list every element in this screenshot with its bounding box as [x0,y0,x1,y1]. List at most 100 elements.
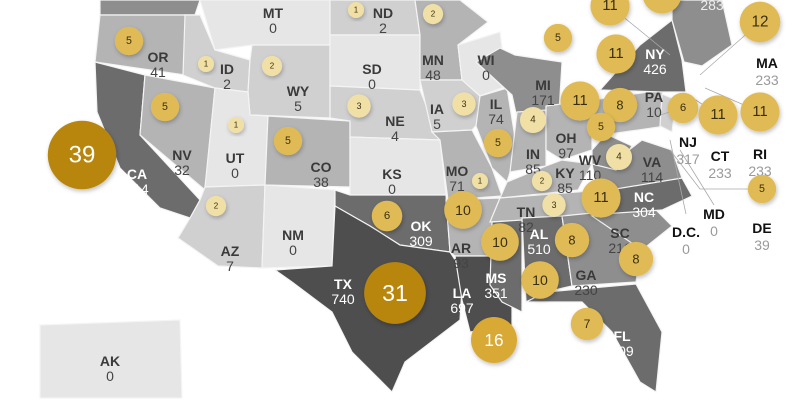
bubble: 11 [560,81,600,121]
state-abbr: UT [226,150,245,166]
bubble-value: 3 [462,99,467,109]
state-shape-ny [598,18,687,93]
state-value: 0 [106,368,114,384]
state-value: 0 [710,223,718,239]
bubble-value: 3 [552,200,557,210]
state-abbr: OR [148,49,169,65]
bubble-circle [581,178,621,218]
bubble: 5 [543,23,573,53]
outside-label-me: 283 [700,0,724,13]
bubble-value: 39 [69,142,96,169]
state-value: 0 [482,67,490,83]
bubble-value: 7 [584,317,591,331]
bubble: 5 [483,128,513,158]
state-value: 74 [488,111,504,127]
bubble-value: 2 [270,62,275,71]
bubble-value: 4 [530,115,536,126]
bubble: 10 [444,191,482,229]
state-value: 48 [425,67,441,83]
state-shape-wa [99,0,201,16]
bubble-circle [543,23,573,53]
bubble: 11 [698,95,738,135]
state-abbr: MD [703,206,725,222]
bubble-circle [481,223,519,261]
bubble-circle [698,95,738,135]
state-abbr: CT [711,148,730,164]
bubble-circle [740,92,780,132]
bubble-circle [667,92,699,124]
bubble: 7 [570,307,604,341]
state-label-nm: NM0 [282,227,304,258]
bubble: 10 [481,223,519,261]
bubble-circle [739,1,781,43]
bubble-value: 10 [455,202,471,218]
state-value: 114 [641,169,664,185]
bubble: 11 [740,92,780,132]
state-abbr: MT [263,5,284,21]
bubble-value: 11 [593,190,608,206]
state-value: 171 [531,92,555,108]
state-abbr: RI [753,146,767,162]
bubble-value: 8 [568,233,575,248]
bubble-circle [596,34,636,74]
state-value: 309 [409,233,433,249]
bubble-value: 3 [357,101,362,111]
bubble-circle [542,193,566,217]
bubble-value: 10 [532,272,548,288]
state-abbr: CO [311,159,332,175]
state-value: 93 [453,255,469,271]
state-abbr: KS [382,166,401,182]
state-value: 510 [527,241,551,257]
state-label-ia: IA5 [430,101,444,132]
bubble-circle [590,0,630,26]
bubble-circle [422,3,444,25]
bubble-value: 11 [608,46,623,62]
state-abbr: NY [645,46,665,62]
state-abbr: WV [579,152,602,168]
state-value: 97 [558,145,574,161]
outside-label-dc.: D.C.0 [672,224,700,257]
bubble-value: 1 [478,177,483,186]
bubble-circle [273,126,303,156]
state-value: 38 [313,174,329,190]
state-abbr: VA [643,154,661,170]
bubble-circle [364,262,426,324]
state-abbr: OK [411,218,432,234]
bubble-circle [205,195,227,217]
state-abbr: ND [373,5,393,21]
state-abbr: MA [756,55,778,71]
state-value: 0 [368,76,376,92]
bubble-circle [602,87,638,123]
bubble-circle [348,2,364,18]
state-label-nd: ND2 [373,5,393,36]
bubble: 8 [602,87,638,123]
state-abbr: DE [752,220,771,236]
state-label-mt: MT0 [263,5,284,36]
bubble-value: 2 [214,202,219,211]
state-value: 0 [289,242,297,258]
bubble: 8 [618,241,654,277]
state-abbr: OH [556,130,577,146]
bubble-circle [531,170,553,192]
bubble: 5 [114,26,144,56]
state-shapes [39,0,733,399]
state-abbr: MN [422,52,444,68]
state-value: 2 [379,20,387,36]
bubble-circle [618,241,654,277]
bubble: 5 [150,92,180,122]
bubble-value: 11 [752,104,767,120]
bubble-value: 1 [354,6,359,15]
state-abbr: NC [634,189,654,205]
state-value: 414 [125,181,149,197]
bubble-circle [472,173,488,189]
bubble: 3 [542,193,566,217]
